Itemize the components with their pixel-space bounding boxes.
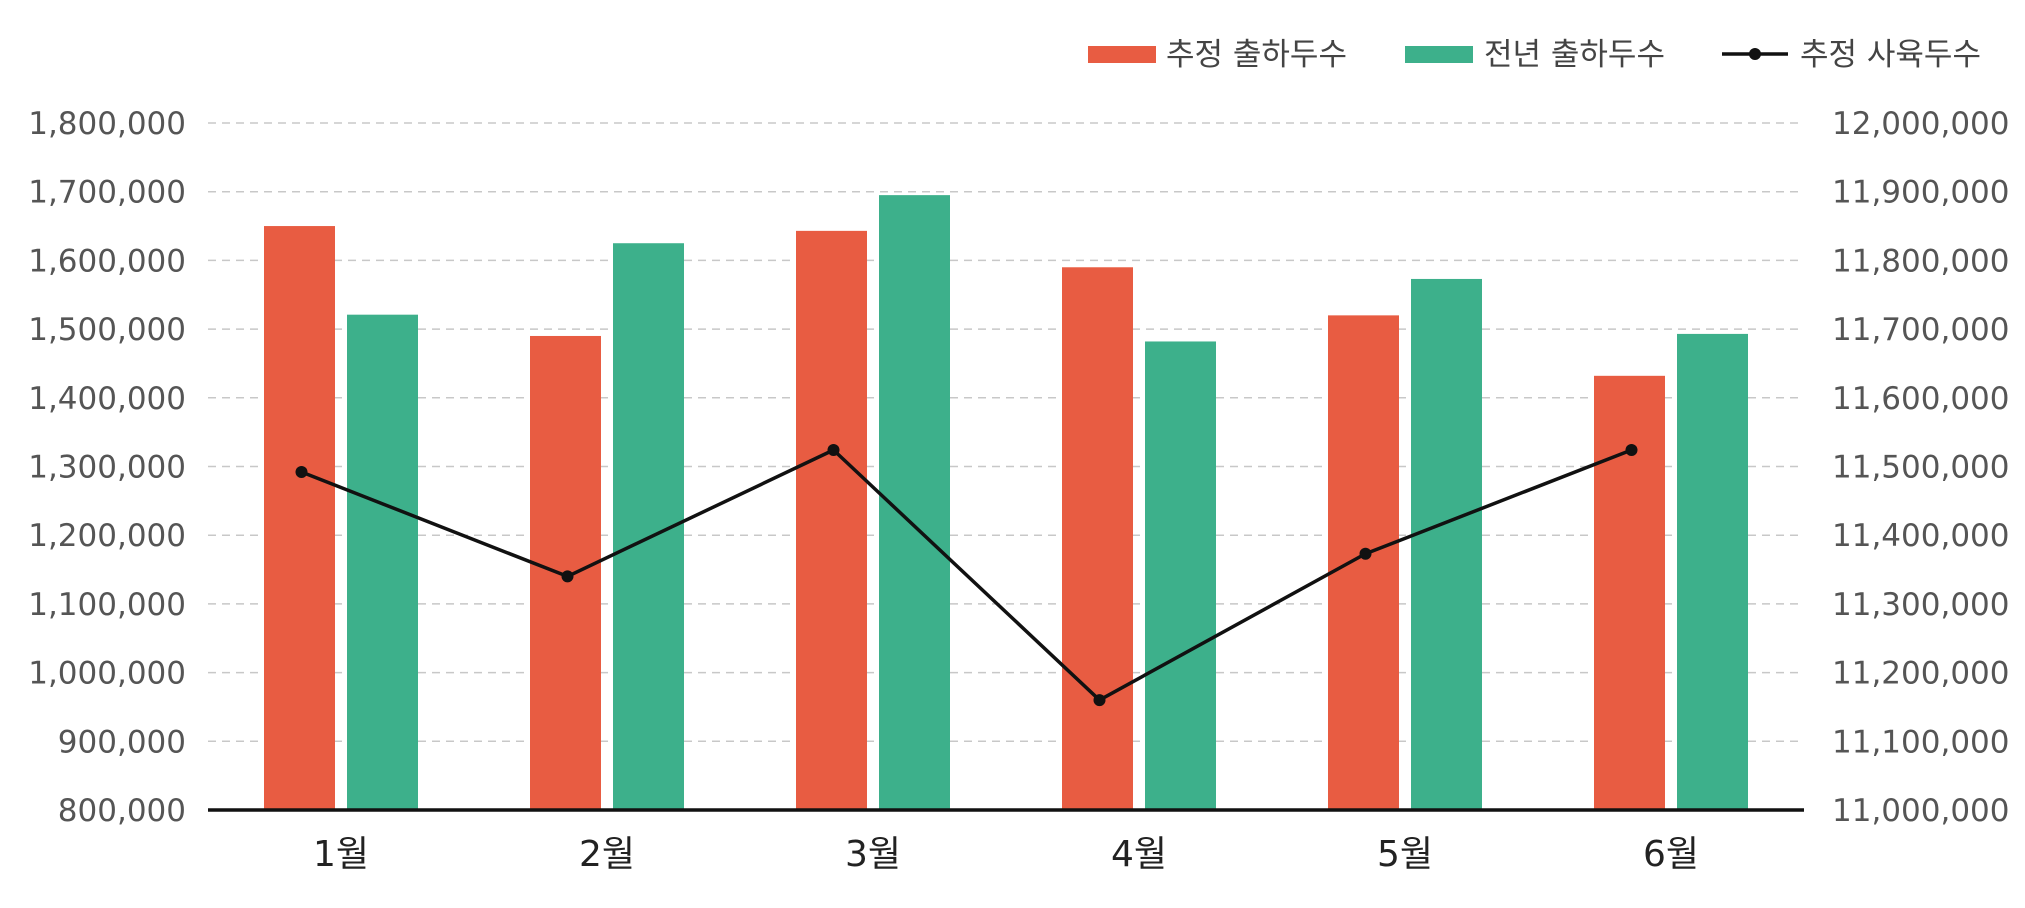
y-left-tick-label: 1,800,000 [28, 106, 186, 142]
y-right-tick-label: 12,000,000 [1832, 106, 2010, 142]
bar-series [264, 195, 1748, 811]
legend: 추정 출하두수 전년 출하두수 추정 사육두수 [1088, 37, 1981, 73]
bar-prior-year-shipments [347, 314, 418, 810]
line-series [295, 444, 1638, 707]
x-tick-label: 6월 [1643, 834, 1699, 875]
y-left-tick-label: 1,700,000 [28, 175, 186, 211]
y-right-tick-label: 11,500,000 [1832, 450, 2010, 486]
x-tick-label: 2월 [579, 834, 635, 875]
x-tick-label: 1월 [313, 834, 369, 875]
y-left-tick-label: 1,000,000 [28, 656, 186, 692]
y-left-tick-label: 1,100,000 [28, 587, 186, 623]
y-left-tick-label: 1,600,000 [28, 243, 186, 279]
y-right-tick-label: 11,600,000 [1832, 381, 2010, 417]
y-left-tick-label: 1,500,000 [28, 312, 186, 348]
y-right-tick-label: 11,000,000 [1832, 793, 2010, 829]
legend-swatch [1088, 46, 1156, 63]
axes: 800,000 11,000,000 900,000 11,100,000 1,000,… [28, 106, 2009, 875]
x-tick-label: 4월 [1111, 834, 1167, 875]
bar-prior-year-shipments [1411, 278, 1482, 811]
y-left-tick-label: 900,000 [58, 724, 186, 760]
y-right-tick-label: 11,800,000 [1832, 243, 2010, 279]
legend-swatch [1405, 46, 1473, 63]
x-tick-label: 3월 [845, 834, 901, 875]
legend-label: 전년 출하두수 [1484, 37, 1665, 73]
y-left-tick-label: 1,300,000 [28, 450, 186, 486]
line-point [827, 444, 840, 457]
line-point [1093, 694, 1106, 707]
bar-estimated-shipments [1594, 375, 1665, 810]
bar-estimated-shipments [796, 230, 867, 810]
bar-estimated-shipments [1062, 267, 1133, 810]
y-right-tick-label: 11,400,000 [1832, 518, 2010, 554]
line-point [561, 570, 574, 583]
bar-estimated-shipments [264, 226, 335, 811]
y-left-tick-label: 800,000 [58, 793, 186, 829]
y-left-tick-label: 1,400,000 [28, 381, 186, 417]
legend-label: 추정 출하두수 [1166, 37, 1347, 73]
x-tick-label: 5월 [1377, 834, 1433, 875]
y-left-tick-label: 1,200,000 [28, 518, 186, 554]
line-point [295, 465, 308, 478]
line-estimated-stock [300, 448, 1633, 702]
gridlines [208, 122, 1804, 743]
legend-label: 추정 사육두수 [1800, 37, 1981, 73]
y-right-tick-label: 11,100,000 [1832, 724, 2010, 760]
y-right-tick-label: 11,300,000 [1832, 587, 2010, 623]
line-point [1625, 444, 1638, 457]
y-right-tick-label: 11,900,000 [1832, 175, 2010, 211]
bar-prior-year-shipments [1677, 333, 1748, 810]
y-right-tick-label: 11,700,000 [1832, 312, 2010, 348]
line-point [1359, 547, 1372, 560]
y-right-tick-label: 11,200,000 [1832, 656, 2010, 692]
bar-estimated-shipments [1328, 315, 1399, 810]
legend-marker [1749, 48, 1761, 60]
bar-prior-year-shipments [1145, 341, 1216, 810]
